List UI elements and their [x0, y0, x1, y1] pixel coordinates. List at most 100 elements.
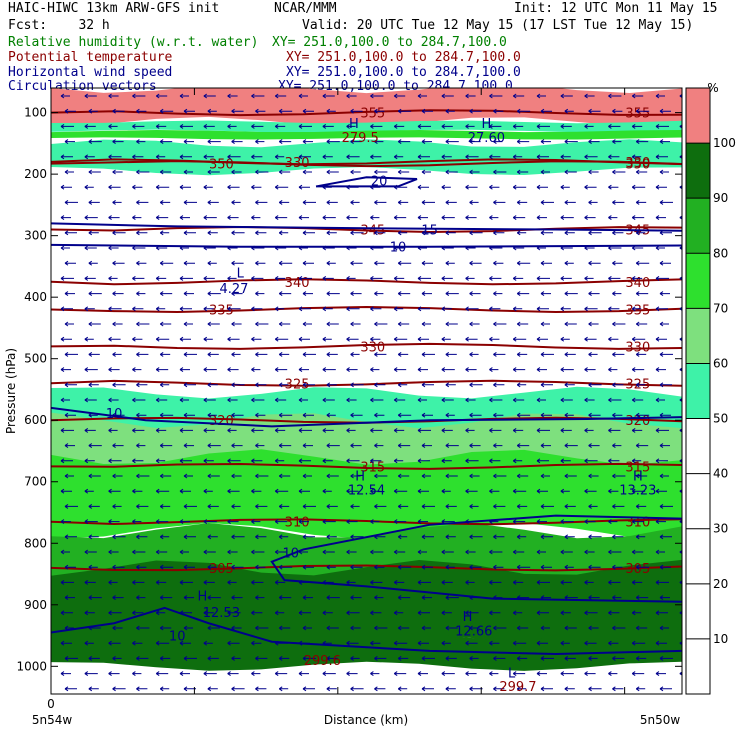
extremum-label: 13.23	[619, 484, 656, 499]
circulation-vector	[493, 108, 504, 114]
circulation-vector	[203, 367, 217, 373]
circulation-vector	[588, 595, 600, 601]
circulation-vector	[132, 579, 145, 585]
circulation-vector	[64, 564, 76, 570]
circulation-vector	[540, 291, 551, 297]
extremum-label: 279.5	[342, 131, 379, 146]
circulation-vector	[560, 123, 572, 129]
circulation-vector	[445, 169, 458, 175]
circulation-vector	[417, 579, 431, 585]
circulation-vector	[516, 473, 529, 479]
circulation-vector	[132, 519, 142, 525]
circulation-vector	[588, 655, 598, 661]
circulation-vector	[397, 473, 410, 479]
circulation-vector	[136, 260, 147, 266]
circulation-vector	[564, 108, 574, 114]
circulation-vector	[278, 503, 290, 509]
circulation-vector	[108, 427, 118, 433]
circulation-vector	[469, 139, 481, 145]
circulation-vector	[350, 139, 362, 145]
circulation-vector	[108, 154, 122, 160]
circulation-vector	[84, 154, 95, 160]
circulation-vector	[445, 412, 455, 418]
circulation-vector	[489, 549, 503, 555]
circulation-vector	[564, 655, 576, 661]
circulation-vector	[445, 503, 457, 509]
circulation-vector	[608, 397, 622, 403]
circulation-vector	[207, 686, 218, 692]
circulation-vector	[60, 427, 74, 433]
circulation-vector	[588, 382, 602, 388]
circulation-vector	[227, 640, 240, 646]
circulation-vector	[207, 595, 221, 601]
circulation-vector	[493, 139, 503, 145]
circulation-vector	[251, 427, 264, 433]
circulation-vector	[108, 397, 119, 403]
circulation-vector	[136, 564, 147, 570]
circulation-vector	[374, 199, 387, 205]
circulation-vector	[584, 123, 594, 129]
circulation-vector	[326, 139, 340, 145]
theta-contour	[51, 278, 682, 286]
circulation-vector	[302, 473, 312, 479]
circulation-vector	[132, 93, 146, 99]
y-tick-label: 200	[24, 167, 47, 181]
circulation-vector	[132, 549, 146, 555]
circulation-vector	[350, 382, 364, 388]
circulation-vector	[655, 458, 668, 464]
circulation-vector	[631, 549, 644, 555]
circulation-vector	[465, 154, 479, 160]
circulation-vector	[631, 93, 644, 99]
circulation-vector	[136, 199, 149, 205]
circulation-vector	[346, 458, 360, 464]
rh-region	[51, 129, 682, 140]
circulation-vector	[88, 139, 102, 145]
circulation-vector	[203, 640, 213, 646]
circulation-vector	[227, 579, 237, 585]
circulation-vector	[489, 519, 499, 525]
circulation-vector	[155, 367, 169, 373]
circulation-vector	[465, 184, 478, 190]
circulation-vector	[655, 215, 666, 221]
circulation-vector	[493, 564, 504, 570]
circulation-vector	[326, 595, 340, 601]
circulation-vector	[88, 108, 98, 114]
circulation-vector	[278, 625, 291, 631]
circulation-vector	[227, 215, 239, 221]
circulation-vector	[489, 184, 500, 190]
circulation-vector	[417, 306, 430, 312]
circulation-vector	[251, 215, 261, 221]
circulation-vector	[64, 473, 74, 479]
circulation-vector	[536, 367, 547, 373]
circulation-vector	[536, 488, 548, 494]
circulation-vector	[512, 397, 525, 403]
circulation-vector	[207, 382, 218, 388]
circulation-vector	[64, 169, 74, 175]
circulation-vector	[251, 519, 261, 525]
circulation-vector	[84, 184, 94, 190]
colorbar-tick-label: 100	[713, 136, 736, 150]
circulation-vector	[88, 473, 101, 479]
y-tick-label: 300	[24, 229, 47, 243]
circulation-vector	[84, 671, 98, 677]
circulation-vector	[374, 412, 385, 418]
circulation-vector	[370, 640, 381, 646]
circulation-vector	[179, 123, 193, 129]
circulation-vector	[132, 610, 144, 616]
circulation-vector	[397, 260, 412, 266]
circulation-vector	[274, 427, 286, 433]
theta-contour-label: 305	[209, 562, 234, 577]
circulation-vector	[584, 397, 595, 403]
circulation-vector	[560, 184, 570, 190]
circulation-vector	[564, 291, 578, 297]
circulation-vector	[465, 519, 477, 525]
circulation-vector	[588, 564, 601, 570]
circulation-vector	[631, 275, 643, 281]
circulation-vector	[445, 139, 459, 145]
circulation-vector	[183, 443, 194, 449]
circulation-vector	[560, 610, 571, 616]
circulation-vector	[322, 427, 334, 433]
circulation-vector	[159, 473, 172, 479]
circulation-vector-layer	[60, 93, 682, 692]
circulation-vector	[179, 640, 191, 646]
